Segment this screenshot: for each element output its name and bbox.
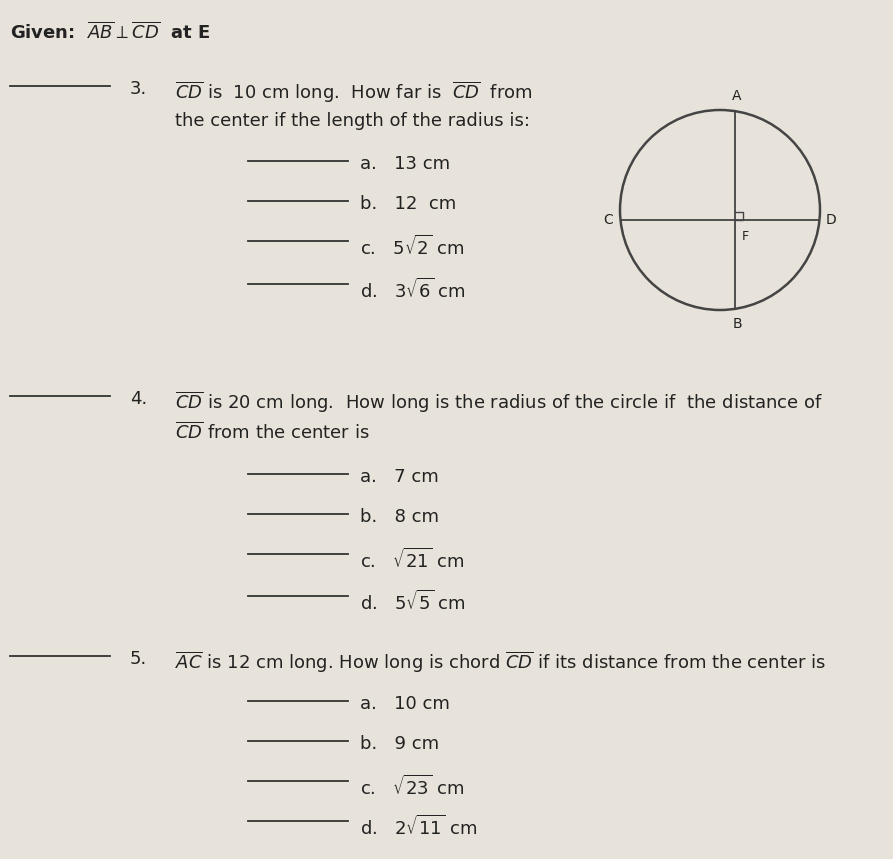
Text: 4.: 4. (130, 390, 147, 408)
Text: c.   $\sqrt{23}$ cm: c. $\sqrt{23}$ cm (360, 775, 464, 799)
Text: a.   13 cm: a. 13 cm (360, 155, 450, 173)
Text: the center if the length of the radius is:: the center if the length of the radius i… (175, 112, 530, 130)
Text: $\overline{CD}$ from the center is: $\overline{CD}$ from the center is (175, 422, 370, 443)
Text: a.   7 cm: a. 7 cm (360, 468, 438, 486)
Text: b.   12  cm: b. 12 cm (360, 195, 456, 213)
Text: b.   9 cm: b. 9 cm (360, 735, 439, 753)
Text: D: D (826, 213, 837, 227)
Text: Given:  $\overline{AB} \perp \overline{CD}$  at E: Given: $\overline{AB} \perp \overline{CD… (10, 22, 211, 44)
Text: a.   10 cm: a. 10 cm (360, 695, 450, 713)
Text: $\overline{CD}$ is  10 cm long.  How far is  $\overline{CD}$  from: $\overline{CD}$ is 10 cm long. How far i… (175, 80, 533, 106)
Text: 3.: 3. (130, 80, 147, 98)
Text: c.   $\sqrt{21}$ cm: c. $\sqrt{21}$ cm (360, 548, 464, 572)
Text: 5.: 5. (130, 650, 147, 668)
Text: $\overline{CD}$ is 20 cm long.  How long is the radius of the circle if  the dis: $\overline{CD}$ is 20 cm long. How long … (175, 390, 823, 416)
Text: d.   $5\sqrt{5}$ cm: d. $5\sqrt{5}$ cm (360, 590, 466, 614)
Text: d.   $2\sqrt{11}$ cm: d. $2\sqrt{11}$ cm (360, 815, 477, 839)
Text: b.   8 cm: b. 8 cm (360, 508, 439, 526)
Text: C: C (604, 213, 613, 227)
Text: $\overline{AC}$ is 12 cm long. How long is chord $\overline{CD}$ if its distance: $\overline{AC}$ is 12 cm long. How long … (175, 650, 826, 675)
Text: c.   $5\sqrt{2}$ cm: c. $5\sqrt{2}$ cm (360, 235, 464, 259)
Text: B: B (732, 317, 742, 331)
Text: d.   $3\sqrt{6}$ cm: d. $3\sqrt{6}$ cm (360, 278, 466, 302)
Text: F: F (742, 230, 749, 243)
Text: A: A (732, 89, 742, 103)
